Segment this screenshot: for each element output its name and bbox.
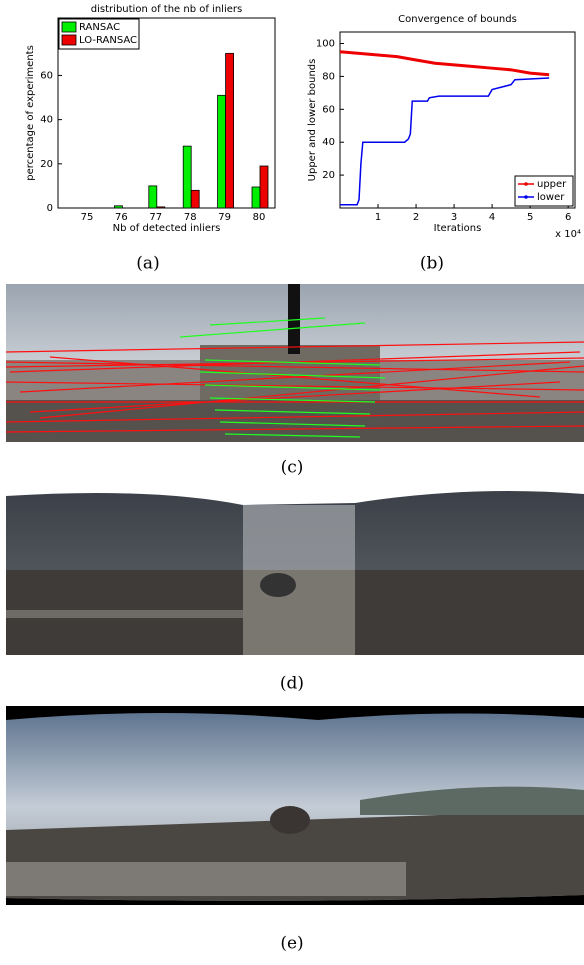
chart-title: Convergence of bounds xyxy=(398,14,517,25)
x-tick-label: 75 xyxy=(81,212,94,223)
bar xyxy=(183,146,191,208)
bar xyxy=(218,95,226,208)
legend-swatch xyxy=(62,35,76,45)
x-tick-label: 4 xyxy=(489,212,495,223)
y-tick-label: 80 xyxy=(322,71,335,82)
x-tick-label: 1 xyxy=(375,212,381,223)
x-tick-label: 77 xyxy=(149,212,162,223)
x-tick-label: 79 xyxy=(218,212,231,223)
x-tick-label: 76 xyxy=(115,212,128,223)
legend-swatch xyxy=(62,22,76,32)
caption: (a) xyxy=(136,254,159,274)
caption: (b) xyxy=(420,254,444,274)
x-axis-label: Iterations xyxy=(434,223,482,234)
x-tick-label: 2 xyxy=(413,212,419,223)
y-tick-label: 60 xyxy=(322,104,335,115)
bar xyxy=(114,206,122,208)
legend-label: lower xyxy=(537,192,565,203)
x-tick-label: 80 xyxy=(253,212,266,223)
x-axis-label: Nb of detected inliers xyxy=(113,223,221,234)
y-tick-label: 0 xyxy=(47,203,53,214)
y-axis-label: Upper and lower bounds xyxy=(307,59,318,182)
y-tick-label: 40 xyxy=(322,137,335,148)
legend-marker xyxy=(524,182,528,186)
legend-label: RANSAC xyxy=(79,22,120,33)
x-tick-label: 6 xyxy=(565,212,571,223)
chart-title: distribution of the nb of inliers xyxy=(91,4,242,15)
x-tick-label: 3 xyxy=(451,212,457,223)
x-tick-label: 5 xyxy=(527,212,533,223)
bar xyxy=(252,187,260,208)
y-axis-label: percentage of experiments xyxy=(25,45,36,181)
caption: (e) xyxy=(280,934,303,954)
matches-image xyxy=(6,284,584,442)
bar xyxy=(226,53,234,208)
panorama-image xyxy=(6,706,584,905)
mosaic-image xyxy=(6,491,584,655)
y-tick-label: 20 xyxy=(322,170,335,181)
series-line xyxy=(340,52,549,75)
legend-label: upper xyxy=(537,179,567,190)
legend-marker xyxy=(524,195,528,199)
bar xyxy=(149,186,157,208)
bar xyxy=(191,190,199,208)
caption: (d) xyxy=(280,674,304,694)
y-tick-label: 40 xyxy=(40,115,53,126)
y-tick-label: 60 xyxy=(40,70,53,81)
x-exponent-label: x 10⁴ xyxy=(555,229,581,240)
x-tick-label: 78 xyxy=(184,212,197,223)
y-tick-label: 20 xyxy=(40,159,53,170)
bar xyxy=(157,207,165,208)
figure: (a) (b) (c) (d) (e) distribution of the … xyxy=(0,0,584,965)
caption: (c) xyxy=(281,458,304,478)
y-tick-label: 100 xyxy=(316,39,335,50)
legend-label: LO-RANSAC xyxy=(79,35,137,46)
bar xyxy=(260,166,268,208)
